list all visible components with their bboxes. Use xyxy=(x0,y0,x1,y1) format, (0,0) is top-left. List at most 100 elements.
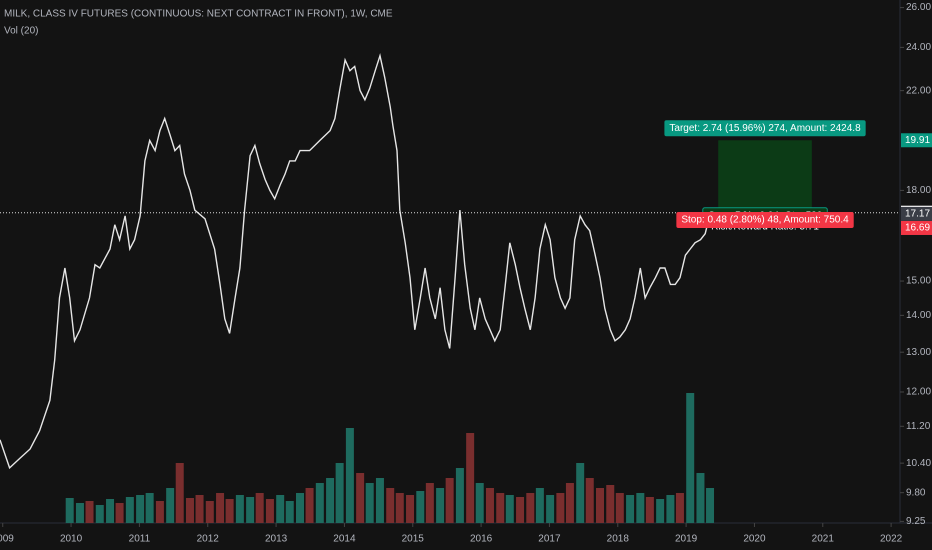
volume-bar xyxy=(365,483,374,523)
volume-bar xyxy=(466,433,475,523)
target-label: Target: 2.74 (15.96%) 274, Amount: 2424.… xyxy=(669,123,861,134)
volume-bar xyxy=(485,488,494,523)
volume-bar xyxy=(216,493,225,523)
volume-bar xyxy=(445,478,454,523)
y-tick-label: 24.00 xyxy=(906,42,931,53)
volume-bar xyxy=(356,473,365,523)
x-tick-label: 2013 xyxy=(265,534,288,545)
volume-bar xyxy=(315,483,324,523)
x-tick-label: 2011 xyxy=(129,534,151,545)
volume-bar xyxy=(565,483,574,523)
y-tick-label: 9.80 xyxy=(906,487,926,498)
y-tick-label: 15.00 xyxy=(906,276,931,287)
volume-bar xyxy=(556,493,565,523)
x-tick-label: 2021 xyxy=(812,534,835,545)
y-tick-label: 11.20 xyxy=(906,421,931,432)
y-tick-label: 12.00 xyxy=(906,387,931,398)
volume-bar xyxy=(276,495,285,523)
volume-bar xyxy=(326,478,335,523)
volume-bar xyxy=(696,473,705,523)
volume-bar xyxy=(335,463,344,523)
volume-bar xyxy=(115,503,124,523)
volume-bar xyxy=(585,478,594,523)
chart-title: MILK, CLASS IV FUTURES (CONTINUOUS: NEXT… xyxy=(4,9,393,20)
volume-bar xyxy=(255,493,264,523)
volume-bar xyxy=(475,483,484,523)
x-tick-label: 2012 xyxy=(197,534,220,545)
volume-bar xyxy=(205,501,214,523)
price-tag xyxy=(901,133,932,148)
volume-bar xyxy=(175,463,184,523)
y-tick-label: 14.00 xyxy=(906,310,931,321)
volume-bar xyxy=(345,428,354,523)
volume-bar xyxy=(85,501,94,523)
volume-bar xyxy=(416,491,425,523)
volume-bar xyxy=(65,498,74,523)
volume-bar xyxy=(526,493,535,523)
x-tick-label: 2020 xyxy=(743,534,766,545)
volume-bar xyxy=(125,497,134,523)
volume-bar xyxy=(375,478,384,523)
volume-bar xyxy=(136,495,145,523)
volume-bar xyxy=(195,495,204,523)
volume-bar xyxy=(615,493,624,523)
volume-bar xyxy=(296,493,304,523)
x-tick-label: 2019 xyxy=(675,534,698,545)
x-tick-label: 2014 xyxy=(333,534,356,545)
target-zone xyxy=(718,140,812,213)
volume-bar xyxy=(505,495,514,523)
volume-bar xyxy=(225,499,234,523)
volume-bar xyxy=(425,483,434,523)
volume-bar xyxy=(516,497,525,523)
volume-bar xyxy=(666,495,675,523)
volume-bar xyxy=(455,468,464,523)
volume-bar xyxy=(246,497,255,523)
x-tick-label: 2022 xyxy=(880,534,903,545)
volume-bar xyxy=(145,493,154,523)
y-tick-label: 22.00 xyxy=(906,85,931,96)
volume-bar xyxy=(235,495,244,523)
price-line xyxy=(0,53,711,470)
price-tag xyxy=(901,220,932,235)
price-tag xyxy=(901,206,932,221)
y-tick-label: 26.00 xyxy=(906,2,931,13)
y-tick-label: 13.00 xyxy=(906,347,931,358)
x-tick-label: 2015 xyxy=(402,534,425,545)
volume-bar xyxy=(675,493,684,523)
volume-bar xyxy=(636,493,645,523)
price-tag-label: 17.17 xyxy=(905,209,930,220)
volume-bar xyxy=(436,488,445,523)
volume-bar xyxy=(75,503,84,523)
volume-bar xyxy=(606,485,615,523)
volume-bar xyxy=(395,493,404,523)
target-label-bg xyxy=(664,120,866,137)
stop-label-bg xyxy=(676,211,854,228)
x-tick-label: 2016 xyxy=(470,534,493,545)
volume-bar xyxy=(686,393,695,523)
volume-bar xyxy=(656,499,665,523)
x-tick-label: 2018 xyxy=(607,534,630,545)
volume-bar xyxy=(166,488,175,523)
x-tick-label: 2010 xyxy=(60,534,83,545)
volume-bar xyxy=(406,495,415,523)
volume-bar xyxy=(386,488,395,523)
y-tick-label: 10.40 xyxy=(906,458,931,469)
price-tag-label: 16.69 xyxy=(905,223,930,234)
volume-bar xyxy=(535,488,544,523)
price-tag-label: 19.91 xyxy=(905,135,930,146)
volume-bar xyxy=(645,497,654,523)
stop-label: Stop: 0.48 (2.80%) 48, Amount: 750.4 xyxy=(681,215,849,226)
volume-bar xyxy=(596,488,604,523)
volume-bar xyxy=(706,488,715,523)
y-tick-label: 9.25 xyxy=(906,516,926,527)
volume-bar xyxy=(185,498,194,523)
volume-bar xyxy=(155,501,164,523)
volume-bar xyxy=(626,495,635,523)
volume-bar xyxy=(95,505,104,523)
y-tick-label: 18.00 xyxy=(906,185,931,196)
volume-bar xyxy=(305,488,314,523)
volume-bar xyxy=(106,499,115,523)
volume-bar xyxy=(576,463,585,523)
